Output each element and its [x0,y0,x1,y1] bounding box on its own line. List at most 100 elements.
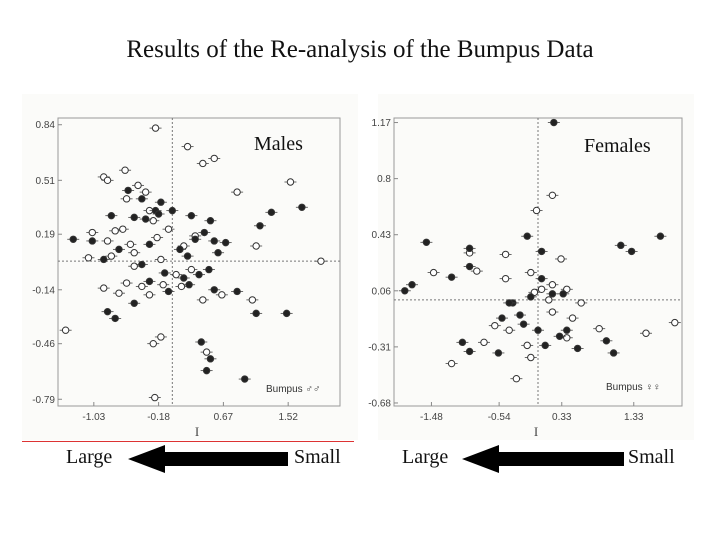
point-survived [103,176,112,185]
point-died [210,286,218,294]
point-died [447,273,456,281]
x-axis-label: I [534,424,538,439]
x-tick-label: -1.48 [420,412,443,423]
point-survived [138,282,146,291]
divider-line [22,441,354,442]
point-died [627,247,636,256]
point-survived [121,166,129,174]
point-survived [557,255,565,263]
point-survived [130,262,138,270]
point-died [130,213,138,222]
point-died [185,281,193,289]
legend-label: Bumpus ♀♀ [606,382,660,393]
point-survived [141,188,150,196]
point-survived [317,257,325,265]
point-died [241,375,249,383]
point-died [534,326,542,334]
point-survived [527,268,535,277]
point-died [609,349,618,357]
point-survived [233,188,241,196]
x-tick-label: 0.33 [552,412,572,423]
point-survived [145,291,154,299]
point-died [130,299,138,307]
females-scatter-plot: 1.17 0.8 0.43 0.06 -0.31 -0.68 -1.48 -0.54 0.33 1… [368,117,683,439]
point-survived [545,296,553,304]
point-died [115,245,123,254]
point-survived [177,282,186,291]
point-survived [164,225,173,233]
point-died [408,281,416,289]
point-died [465,244,474,253]
x-tick-label: -0.18 [147,412,170,423]
point-survived [447,359,456,368]
point-died [221,238,230,247]
point-died [138,195,146,203]
point-survived [134,181,142,190]
point-died [107,211,116,220]
point-survived [642,329,650,337]
x-axis-label: I [195,424,199,439]
point-survived [100,284,108,292]
point-died [202,366,211,375]
point-survived [505,326,513,334]
point-survived [429,268,438,277]
point-survived [527,353,535,362]
point-died [498,314,506,322]
point-survived [218,291,226,299]
page-title: Results of the Re-analysis of the Bumpus… [126,36,594,63]
point-died [145,240,154,249]
point-survived [159,281,167,289]
males-chart: 0.84 0.51 0.19 -0.14 -0.46 -0.79 -1.03 -0.18 0.6… [22,94,358,440]
point-died [164,287,173,296]
point-died [298,203,306,211]
legend-label: Bumpus ♂♂ [266,384,320,395]
point-died [161,269,169,277]
point-died [559,290,567,298]
point-survived [548,191,557,200]
y-tick-label: -0.14 [32,285,55,296]
point-survived [501,274,510,283]
point-died [183,252,192,260]
point-died [69,235,77,243]
point-survived [252,242,260,250]
arrow-left-icon [128,445,288,473]
point-died [422,238,431,246]
point-died [210,237,218,245]
point-survived [563,334,571,342]
point-survived [115,289,123,297]
point-survived [183,142,192,151]
point-survived [157,255,165,264]
point-died [537,274,546,283]
point-survived [157,333,165,341]
point-died [523,232,531,240]
point-died [111,314,119,323]
size-arrow-right: Large Small [360,442,720,476]
point-died [88,237,96,245]
point-died [124,186,132,195]
point-died [200,228,209,237]
point-died [100,255,108,264]
y-tick-label: -0.31 [368,342,391,353]
males-scatter-plot: 0.84 0.51 0.19 -0.14 -0.46 -0.79 -1.03 -0.18 0.6… [32,117,341,439]
females-chart: 1.17 0.8 0.43 0.06 -0.31 -0.68 -1.48 -0.54 0.33 1… [368,94,694,440]
arrow-label-small: Small [294,446,341,468]
point-died [214,249,222,257]
point-died [157,198,165,206]
point-died [176,245,184,254]
point-died [195,270,203,279]
point-died [563,326,571,334]
y-tick-label: 0.06 [372,286,392,297]
point-survived [107,252,116,260]
point-died [206,217,215,225]
point-died [103,307,112,316]
arrow-label-large: Large [402,446,449,468]
point-died [180,274,188,282]
point-survived [149,217,157,225]
y-tick-label: -0.79 [32,395,55,406]
point-died [168,206,177,215]
point-survived [119,225,127,233]
point-died [505,299,513,307]
point-survived [595,324,603,333]
point-survived [88,228,96,237]
plot-frame [57,117,341,407]
